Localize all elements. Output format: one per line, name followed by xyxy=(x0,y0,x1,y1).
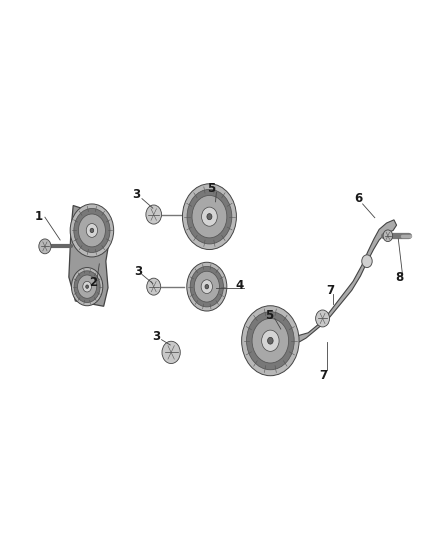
Polygon shape xyxy=(69,206,110,306)
Circle shape xyxy=(146,205,162,224)
Circle shape xyxy=(83,281,92,292)
Text: 7: 7 xyxy=(319,369,328,382)
Text: 6: 6 xyxy=(354,192,362,205)
Circle shape xyxy=(78,214,106,247)
Circle shape xyxy=(70,204,114,257)
Circle shape xyxy=(183,184,237,249)
Text: 3: 3 xyxy=(134,265,142,278)
Circle shape xyxy=(86,285,88,288)
Circle shape xyxy=(242,306,299,376)
Circle shape xyxy=(71,268,103,306)
Text: 2: 2 xyxy=(89,276,97,289)
Circle shape xyxy=(147,278,161,295)
Circle shape xyxy=(252,318,289,363)
Circle shape xyxy=(86,223,98,237)
Circle shape xyxy=(383,230,392,241)
Circle shape xyxy=(187,262,227,311)
Circle shape xyxy=(205,285,208,289)
Text: 8: 8 xyxy=(396,271,404,284)
Circle shape xyxy=(201,207,217,226)
Text: 5: 5 xyxy=(207,182,215,195)
Text: 7: 7 xyxy=(326,284,334,297)
Circle shape xyxy=(207,214,212,220)
Polygon shape xyxy=(295,220,396,342)
Circle shape xyxy=(362,255,372,268)
Circle shape xyxy=(201,280,212,294)
Circle shape xyxy=(194,271,219,302)
Circle shape xyxy=(187,189,232,244)
Text: 5: 5 xyxy=(265,309,273,322)
Circle shape xyxy=(261,330,279,351)
Circle shape xyxy=(39,239,51,254)
Circle shape xyxy=(74,271,100,303)
Circle shape xyxy=(162,341,180,364)
Circle shape xyxy=(316,310,329,327)
Circle shape xyxy=(90,228,94,232)
Circle shape xyxy=(190,266,223,307)
Circle shape xyxy=(78,275,97,298)
Circle shape xyxy=(74,208,110,253)
Circle shape xyxy=(268,337,273,344)
Text: 1: 1 xyxy=(34,209,42,223)
Text: 3: 3 xyxy=(152,330,160,343)
Text: 3: 3 xyxy=(132,189,140,201)
Text: 4: 4 xyxy=(236,279,244,292)
Circle shape xyxy=(192,196,227,238)
Circle shape xyxy=(247,312,294,370)
